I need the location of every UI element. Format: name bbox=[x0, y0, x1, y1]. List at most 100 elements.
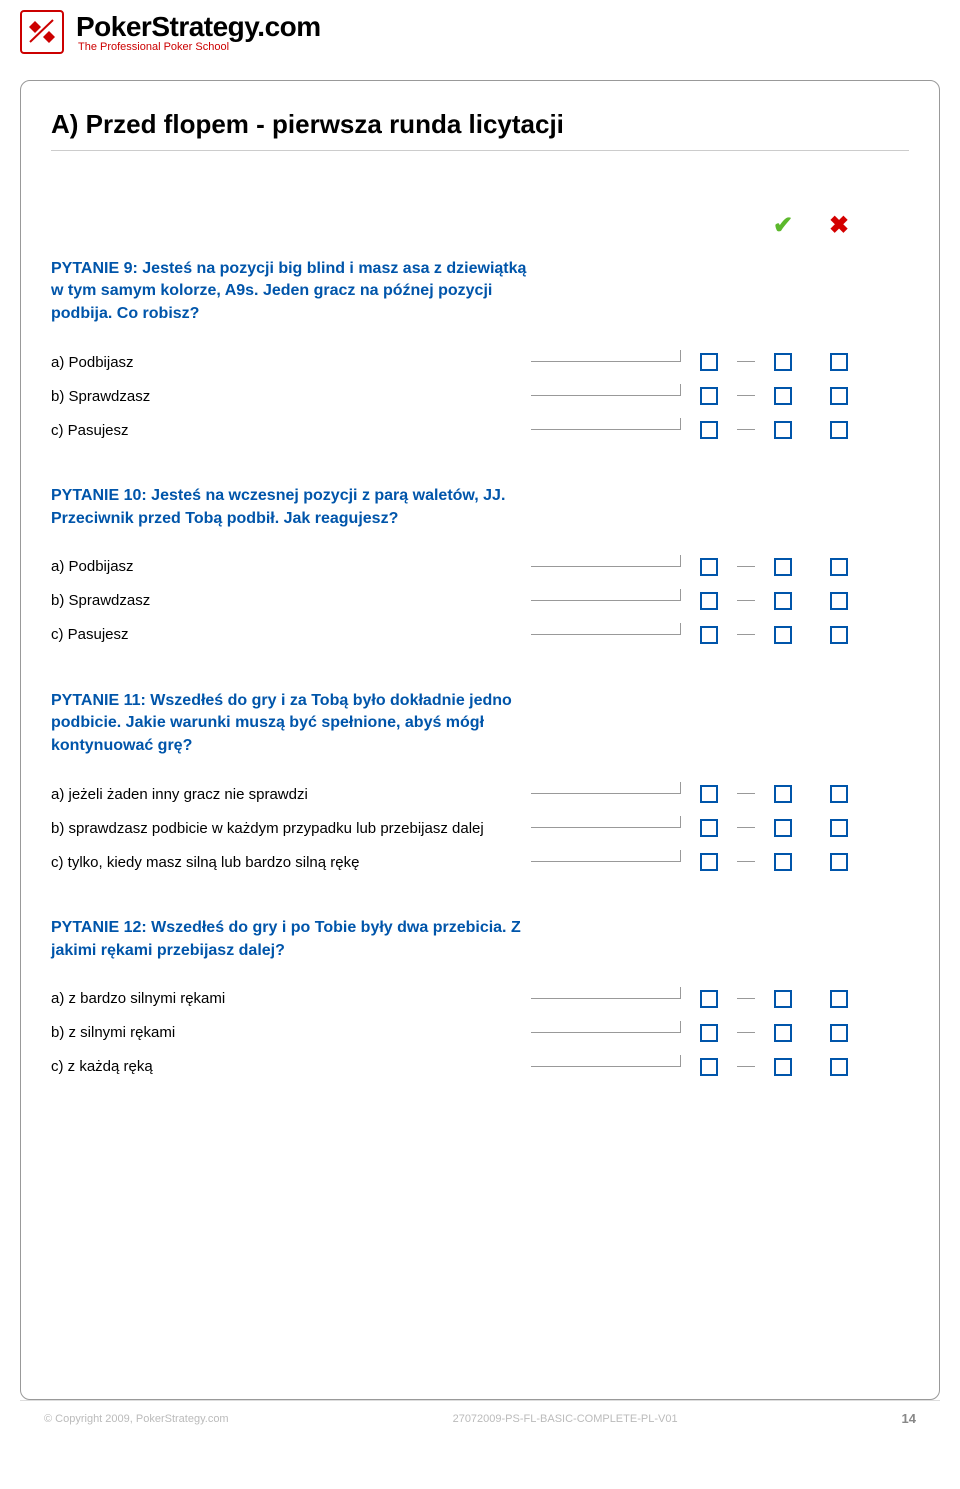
answer-checkbox[interactable] bbox=[700, 1024, 718, 1042]
answer-checkbox[interactable] bbox=[700, 387, 718, 405]
score-correct-checkbox[interactable] bbox=[774, 1058, 792, 1076]
answer-row: c) tylko, kiedy masz silną lub bardzo si… bbox=[51, 849, 909, 875]
score-correct-checkbox[interactable] bbox=[774, 592, 792, 610]
connector-line bbox=[531, 782, 681, 794]
question-prompt: PYTANIE 9: Jesteś na pozycji big blind i… bbox=[51, 258, 531, 325]
question-text-col: PYTANIE 10: Jesteś na wczesnej pozycji z… bbox=[51, 485, 531, 530]
score-wrong-checkbox[interactable] bbox=[830, 1058, 848, 1076]
question-block-9: ✔ ✖ PYTANIE 9: Jesteś na pozycji big bli… bbox=[51, 211, 909, 443]
answer-label: b) z silnymi rękami bbox=[51, 1022, 531, 1043]
connector-line bbox=[531, 350, 681, 362]
answer-checkbox[interactable] bbox=[700, 853, 718, 871]
connector-line bbox=[531, 555, 681, 567]
score-wrong-checkbox[interactable] bbox=[830, 853, 848, 871]
answer-label: a) Podbijasz bbox=[51, 352, 531, 373]
score-header-row: ✔ ✖ bbox=[51, 211, 909, 240]
answer-label: c) z każdą ręką bbox=[51, 1056, 531, 1077]
connector-line bbox=[531, 1055, 681, 1067]
answer-label: a) Podbijasz bbox=[51, 556, 531, 577]
question-block-11: PYTANIE 11: Wszedłeś do gry i za Tobą by… bbox=[51, 690, 909, 875]
connector-line bbox=[737, 816, 755, 828]
answer-checkbox[interactable] bbox=[700, 626, 718, 644]
score-wrong-checkbox[interactable] bbox=[830, 592, 848, 610]
connector-line bbox=[737, 418, 755, 430]
connector-line bbox=[531, 418, 681, 430]
wrong-icon-cell: ✖ bbox=[811, 211, 867, 240]
answer-row: b) z silnymi rękami bbox=[51, 1020, 909, 1046]
brand-name: PokerStrategy.com bbox=[76, 11, 321, 43]
score-wrong-checkbox[interactable] bbox=[830, 819, 848, 837]
answer-checkbox[interactable] bbox=[700, 592, 718, 610]
answer-row: c) Pasujesz bbox=[51, 622, 909, 648]
score-correct-checkbox[interactable] bbox=[774, 1024, 792, 1042]
connector-line bbox=[737, 987, 755, 999]
page-container: PokerStrategy.com The Professional Poker… bbox=[0, 0, 960, 1452]
question-prompt: PYTANIE 10: Jesteś na wczesnej pozycji z… bbox=[51, 485, 531, 530]
answer-label: b) Sprawdzasz bbox=[51, 386, 531, 407]
answer-checkbox[interactable] bbox=[700, 558, 718, 576]
question-text-col: PYTANIE 9: Jesteś na pozycji big blind i… bbox=[51, 258, 531, 325]
score-correct-checkbox[interactable] bbox=[774, 819, 792, 837]
logo-box bbox=[20, 10, 64, 54]
score-wrong-checkbox[interactable] bbox=[830, 353, 848, 371]
correct-icon-cell: ✔ bbox=[755, 211, 811, 240]
answer-label: a) jeżeli żaden inny gracz nie sprawdzi bbox=[51, 784, 531, 805]
answer-label: b) sprawdzasz podbicie w każdym przypadk… bbox=[51, 818, 531, 839]
answer-row: c) z każdą ręką bbox=[51, 1054, 909, 1080]
answer-checkbox[interactable] bbox=[700, 990, 718, 1008]
score-correct-checkbox[interactable] bbox=[774, 387, 792, 405]
connector-line bbox=[737, 384, 755, 396]
question-text-col: PYTANIE 11: Wszedłeś do gry i za Tobą by… bbox=[51, 690, 531, 757]
answer-checkbox[interactable] bbox=[700, 1058, 718, 1076]
footer-copyright: © Copyright 2009, PokerStrategy.com bbox=[44, 1413, 229, 1425]
score-correct-checkbox[interactable] bbox=[774, 421, 792, 439]
logo-suit-icon bbox=[22, 12, 62, 52]
connector-line bbox=[737, 350, 755, 362]
score-correct-checkbox[interactable] bbox=[774, 626, 792, 644]
score-correct-checkbox[interactable] bbox=[774, 558, 792, 576]
question-prompt: PYTANIE 11: Wszedłeś do gry i za Tobą by… bbox=[51, 690, 531, 757]
connector-line bbox=[737, 1055, 755, 1067]
score-wrong-checkbox[interactable] bbox=[830, 558, 848, 576]
footer-page-number: 14 bbox=[902, 1411, 916, 1426]
score-correct-checkbox[interactable] bbox=[774, 353, 792, 371]
page-footer: © Copyright 2009, PokerStrategy.com 2707… bbox=[20, 1400, 940, 1432]
connector-line bbox=[531, 589, 681, 601]
answer-row: b) Sprawdzasz bbox=[51, 383, 909, 409]
answer-checkbox[interactable] bbox=[700, 819, 718, 837]
question-block-12: PYTANIE 12: Wszedłeś do gry i po Tobie b… bbox=[51, 917, 909, 1080]
connector-line bbox=[737, 1021, 755, 1033]
score-wrong-checkbox[interactable] bbox=[830, 1024, 848, 1042]
score-wrong-checkbox[interactable] bbox=[830, 421, 848, 439]
answer-label: c) Pasujesz bbox=[51, 420, 531, 441]
question-text-col: PYTANIE 12: Wszedłeś do gry i po Tobie b… bbox=[51, 917, 531, 962]
connector-line bbox=[737, 850, 755, 862]
score-wrong-checkbox[interactable] bbox=[830, 387, 848, 405]
brand-tagline: The Professional Poker School bbox=[78, 41, 321, 53]
connector-line bbox=[531, 987, 681, 999]
answer-row: b) Sprawdzasz bbox=[51, 588, 909, 614]
answer-label: a) z bardzo silnymi rękami bbox=[51, 988, 531, 1009]
answer-row: a) Podbijasz bbox=[51, 554, 909, 580]
score-correct-checkbox[interactable] bbox=[774, 990, 792, 1008]
answer-row: a) Podbijasz bbox=[51, 349, 909, 375]
score-correct-checkbox[interactable] bbox=[774, 785, 792, 803]
check-icon: ✔ bbox=[773, 211, 793, 240]
answer-label: b) Sprawdzasz bbox=[51, 590, 531, 611]
brand-header: PokerStrategy.com The Professional Poker… bbox=[20, 10, 940, 62]
answer-checkbox[interactable] bbox=[700, 421, 718, 439]
brand-text: PokerStrategy.com The Professional Poker… bbox=[76, 11, 321, 53]
score-wrong-checkbox[interactable] bbox=[830, 990, 848, 1008]
content-frame: A) Przed flopem - pierwsza runda licytac… bbox=[20, 80, 940, 1400]
answer-row: a) jeżeli żaden inny gracz nie sprawdzi bbox=[51, 781, 909, 807]
score-wrong-checkbox[interactable] bbox=[830, 626, 848, 644]
answer-checkbox[interactable] bbox=[700, 785, 718, 803]
answer-checkbox[interactable] bbox=[700, 353, 718, 371]
score-wrong-checkbox[interactable] bbox=[830, 785, 848, 803]
question-prompt: PYTANIE 12: Wszedłeś do gry i po Tobie b… bbox=[51, 917, 531, 962]
section-title: A) Przed flopem - pierwsza runda licytac… bbox=[51, 109, 909, 151]
question-block-10: PYTANIE 10: Jesteś na wczesnej pozycji z… bbox=[51, 485, 909, 648]
score-correct-checkbox[interactable] bbox=[774, 853, 792, 871]
connector-line bbox=[531, 384, 681, 396]
connector-line bbox=[737, 623, 755, 635]
